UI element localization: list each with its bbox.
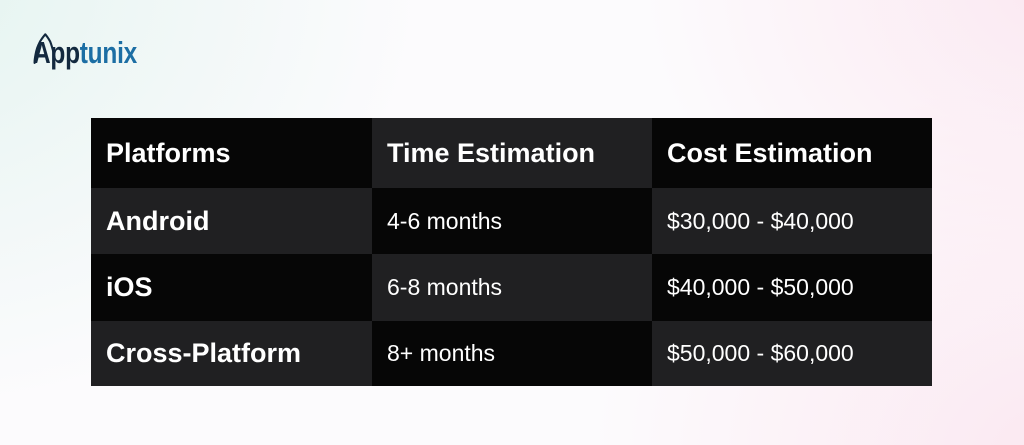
svg-text:Apptunix: Apptunix bbox=[33, 35, 138, 70]
